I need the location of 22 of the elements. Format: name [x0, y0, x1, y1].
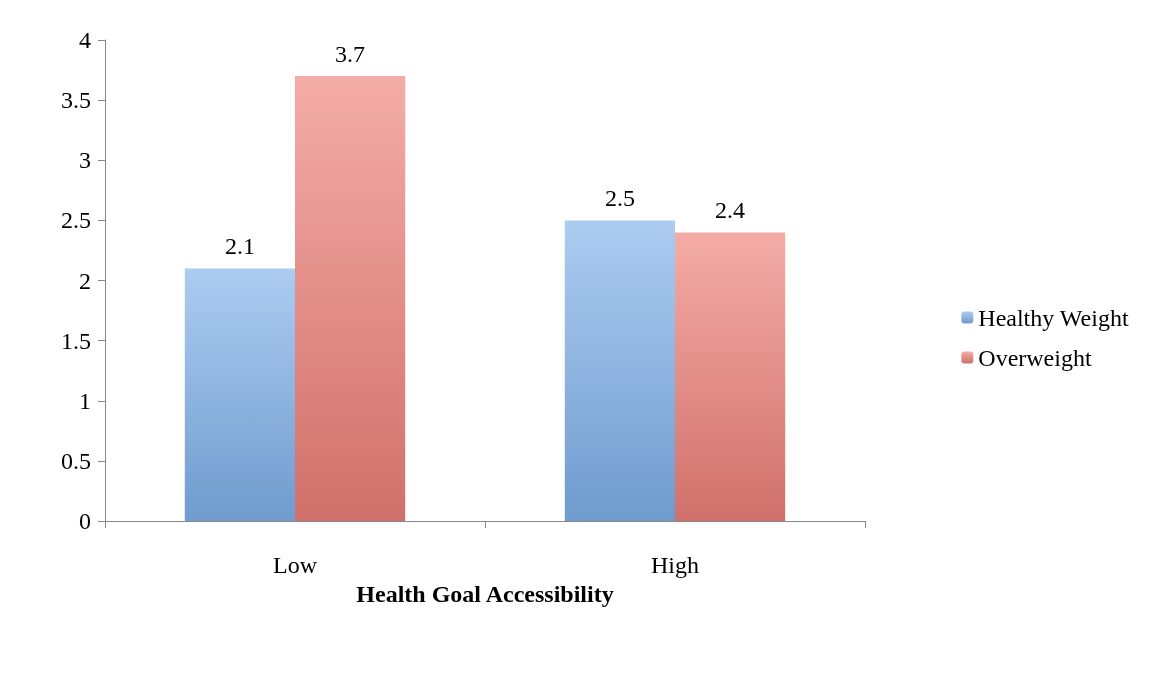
data-label: 2.1: [224, 233, 255, 260]
y-tick-label: 1: [79, 387, 91, 414]
bar: [675, 232, 786, 521]
x-axis-title: Health Goal Accessibility: [356, 580, 614, 607]
y-tick-label: 3: [79, 147, 91, 174]
data-label: 3.7: [335, 41, 366, 68]
legend-label: Healthy Weight: [978, 304, 1129, 331]
bar: [184, 268, 295, 521]
bar: [295, 76, 406, 521]
x-tick-label: High: [651, 552, 699, 578]
legend-label: Overweight: [978, 344, 1092, 371]
y-tick-label: 2.5: [61, 207, 91, 234]
y-tick-label: 2: [79, 267, 91, 294]
y-tick-label: 0.5: [61, 447, 91, 474]
bar: [564, 220, 675, 521]
x-tick-label: Low: [273, 552, 318, 578]
y-tick-label: 1.5: [61, 327, 91, 354]
data-label: 2.5: [604, 185, 635, 212]
y-tick-label: 3.5: [61, 87, 91, 114]
y-tick-label: 4: [79, 27, 91, 53]
y-tick-label: 0: [79, 508, 91, 534]
data-label: 2.4: [715, 197, 746, 224]
